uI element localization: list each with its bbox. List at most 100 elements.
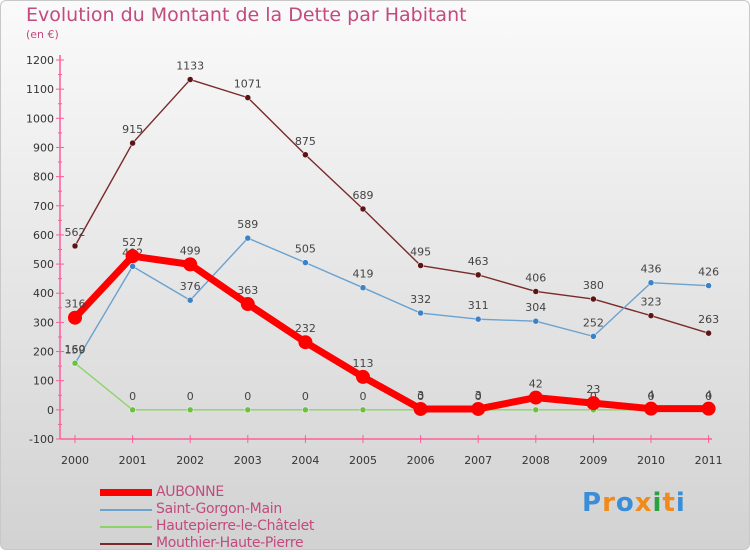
point-hautepierre-le-chatelet (359, 406, 367, 414)
x-tick-label: 2003 (234, 454, 262, 467)
line-chart: -100010020030040050060070080090010001100… (26, 54, 723, 467)
x-tick-label: 2009 (579, 454, 607, 467)
point-saint-gorgon-main (647, 279, 655, 286)
x-tick-label: 2005 (349, 454, 377, 467)
data-label-aubonne: 3 (475, 389, 482, 402)
logo-letter: P (582, 488, 603, 518)
point-mouthier-haute-pierre (302, 151, 309, 158)
x-tick-label: 2007 (464, 454, 492, 467)
data-label-saint-gorgon-main: 505 (295, 243, 316, 256)
chart-subtitle: (en €) (26, 28, 59, 41)
data-label-aubonne: 363 (237, 284, 258, 297)
legend-label: Mouthier-Haute-Pierre (156, 535, 304, 551)
y-tick-label: 700 (33, 200, 54, 213)
data-label-saint-gorgon-main: 332 (410, 293, 431, 306)
point-aubonne (701, 401, 716, 416)
data-label-hautepierre-le-chatelet: 0 (705, 390, 712, 403)
point-aubonne (471, 401, 486, 416)
data-label-saint-gorgon-main: 376 (180, 280, 201, 293)
proxiti-logo: Proxiti (582, 488, 686, 518)
logo-letter: o (615, 488, 635, 518)
data-label-mouthier-haute-pierre: 406 (525, 271, 546, 284)
data-label-hautepierre-le-chatelet: 0 (187, 390, 194, 403)
point-mouthier-haute-pierre (186, 76, 194, 83)
data-label-mouthier-haute-pierre: 323 (641, 296, 662, 309)
x-tick-label: 2000 (61, 454, 89, 467)
data-label-aubonne: 499 (180, 244, 201, 257)
series-line-mouthier-haute-pierre (74, 78, 709, 334)
x-tick-label: 2006 (407, 454, 435, 467)
data-label-saint-gorgon-main: 436 (641, 263, 662, 276)
y-tick-label: 500 (33, 258, 54, 271)
point-mouthier-haute-pierre (705, 329, 712, 337)
y-tick-label: 300 (33, 316, 54, 329)
logo-letter: i (652, 488, 663, 518)
point-hautepierre-le-chatelet (71, 359, 79, 367)
x-tick-label: 2008 (522, 454, 550, 467)
x-tick-label: 2011 (695, 454, 723, 467)
point-saint-gorgon-main (129, 263, 136, 270)
point-saint-gorgon-main (359, 284, 367, 291)
point-aubonne (644, 401, 658, 416)
data-label-saint-gorgon-main: 426 (698, 266, 719, 279)
x-tick-label: 2002 (176, 454, 204, 467)
x-tick-label: 2001 (119, 454, 147, 467)
point-hautepierre-le-chatelet (532, 406, 540, 414)
legend-label: Saint-Gorgon-Main (156, 501, 282, 517)
series-line-aubonne (72, 252, 709, 413)
legend-swatch (100, 509, 152, 511)
x-tick-label: 2004 (291, 454, 319, 467)
point-hautepierre-le-chatelet (302, 406, 309, 414)
legend-label: AUBONNE (156, 484, 224, 500)
logo-letter: r (602, 488, 616, 518)
y-tick-label: 100 (33, 375, 54, 388)
series-line-hautepierre-le-chatelet (74, 362, 709, 411)
data-label-saint-gorgon-main: 589 (237, 218, 258, 231)
data-label-aubonne: 113 (353, 357, 374, 370)
point-aubonne (586, 396, 601, 411)
y-tick-label: 1000 (26, 112, 54, 125)
data-label-aubonne: 23 (586, 383, 600, 396)
point-mouthier-haute-pierre (590, 295, 597, 303)
data-label-hautepierre-le-chatelet: 0 (129, 390, 136, 403)
y-tick-label: 200 (33, 346, 54, 359)
data-label-aubonne: 316 (65, 298, 86, 311)
point-aubonne (298, 335, 313, 350)
data-label-hautepierre-le-chatelet: 0 (360, 390, 367, 403)
logo-letter: t (662, 488, 676, 518)
data-label-mouthier-haute-pierre: 875 (295, 135, 316, 148)
point-mouthier-haute-pierre (647, 312, 655, 319)
point-saint-gorgon-main (417, 309, 424, 317)
point-mouthier-haute-pierre (532, 288, 540, 295)
point-aubonne (356, 369, 370, 384)
y-tick-label: 1200 (26, 54, 54, 67)
data-label-mouthier-haute-pierre: 495 (410, 246, 431, 259)
logo-letter: x (634, 488, 653, 518)
legend-swatch (100, 526, 152, 528)
y-tick-label: 800 (33, 171, 54, 184)
data-label-mouthier-haute-pierre: 562 (65, 226, 86, 239)
data-label-hautepierre-le-chatelet: 0 (244, 390, 251, 403)
legend-label: Hautepierre-le-Châtelet (156, 518, 315, 534)
data-label-mouthier-haute-pierre: 915 (122, 123, 143, 136)
point-saint-gorgon-main (705, 282, 712, 289)
y-tick-label: 1100 (26, 83, 54, 96)
point-hautepierre-le-chatelet (244, 406, 252, 414)
point-saint-gorgon-main (474, 315, 482, 323)
point-saint-gorgon-main (186, 296, 194, 304)
data-label-aubonne: 4 (705, 389, 712, 402)
data-label-saint-gorgon-main: 304 (525, 301, 546, 314)
y-tick-label: 0 (47, 404, 54, 417)
series-line-saint-gorgon-main (74, 237, 709, 364)
data-label-hautepierre-le-chatelet: 160 (65, 343, 86, 356)
point-mouthier-haute-pierre (474, 271, 482, 279)
data-label-mouthier-haute-pierre: 263 (698, 313, 719, 326)
data-label-mouthier-haute-pierre: 380 (583, 279, 604, 292)
point-saint-gorgon-main (244, 234, 252, 242)
point-aubonne (68, 310, 82, 325)
y-tick-label: 900 (33, 141, 54, 154)
data-label-hautepierre-le-chatelet: 0 (417, 390, 424, 403)
point-mouthier-haute-pierre (417, 262, 424, 269)
y-tick-label: 600 (33, 229, 54, 242)
